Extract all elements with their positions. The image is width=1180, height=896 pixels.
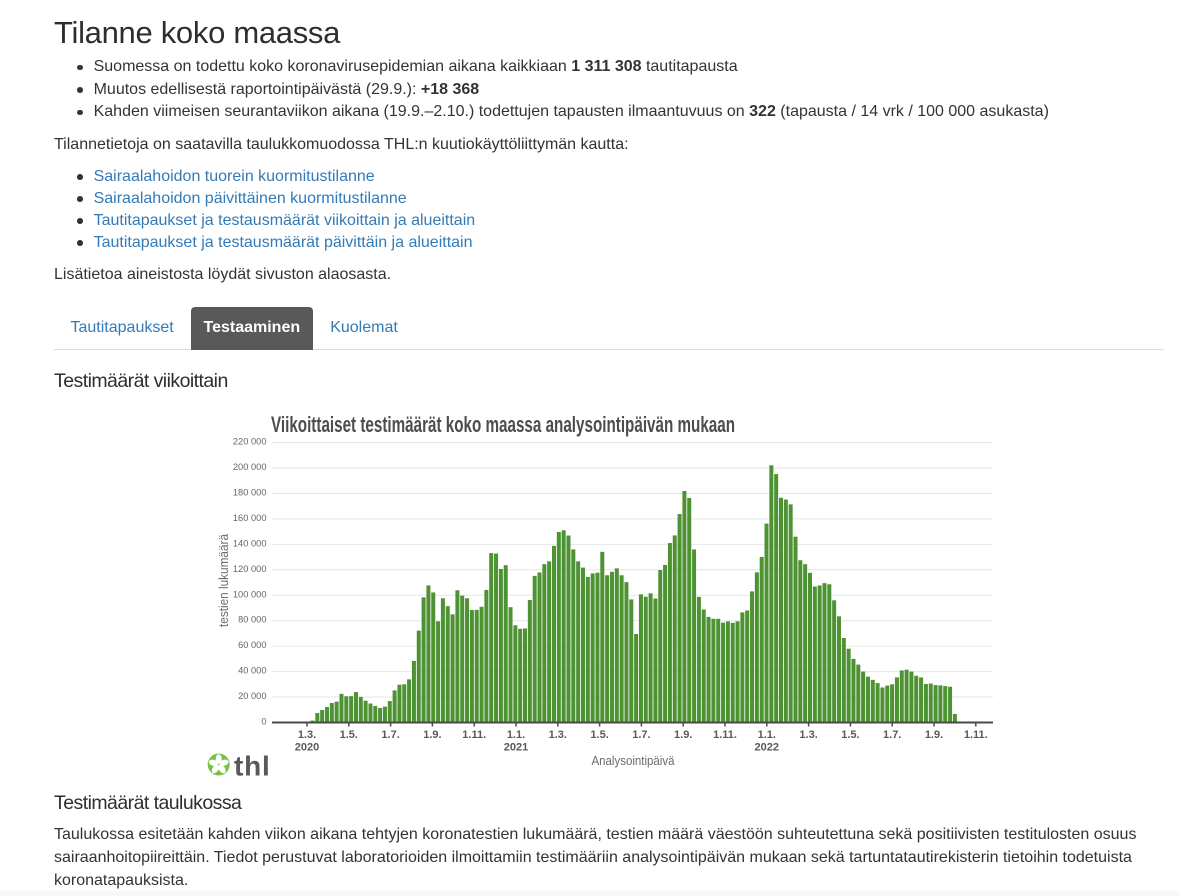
svg-text:1.9.: 1.9. xyxy=(925,729,943,741)
svg-text:80 000: 80 000 xyxy=(238,615,266,625)
svg-text:1.3.: 1.3. xyxy=(298,729,316,741)
svg-text:1.3.: 1.3. xyxy=(549,729,567,741)
svg-text:1.5.: 1.5. xyxy=(340,729,358,741)
svg-text:2020: 2020 xyxy=(295,742,319,754)
svg-text:1.5.: 1.5. xyxy=(590,729,608,741)
svg-text:120 000: 120 000 xyxy=(233,564,267,574)
svg-text:1.7.: 1.7. xyxy=(883,729,901,741)
svg-text:1.11.: 1.11. xyxy=(713,729,737,741)
svg-text:1.1.: 1.1. xyxy=(758,729,776,741)
svg-text:1.1.: 1.1. xyxy=(507,729,525,741)
svg-text:2022: 2022 xyxy=(755,742,779,754)
svg-text:Viikoittaiset testimäärät koko: Viikoittaiset testimäärät koko maassa an… xyxy=(271,412,735,437)
svg-text:100 000: 100 000 xyxy=(233,589,267,599)
svg-text:40 000: 40 000 xyxy=(238,666,266,676)
svg-text:1.3.: 1.3. xyxy=(799,729,817,741)
svg-text:20 000: 20 000 xyxy=(238,691,266,701)
svg-text:1.11.: 1.11. xyxy=(964,729,988,741)
svg-text:1.7.: 1.7. xyxy=(632,729,650,741)
svg-text:0: 0 xyxy=(261,717,266,727)
svg-text:thl: thl xyxy=(234,751,271,782)
svg-text:180 000: 180 000 xyxy=(233,487,267,497)
svg-text:1.11.: 1.11. xyxy=(462,729,486,741)
svg-text:220 000: 220 000 xyxy=(233,437,267,447)
svg-text:1.9.: 1.9. xyxy=(674,729,692,741)
svg-text:1.9.: 1.9. xyxy=(423,729,441,741)
svg-text:60 000: 60 000 xyxy=(238,640,266,650)
svg-text:1.7.: 1.7. xyxy=(381,729,399,741)
svg-text:1.5.: 1.5. xyxy=(841,729,859,741)
svg-text:testien lukumäärä: testien lukumäärä xyxy=(217,534,231,627)
svg-text:160 000: 160 000 xyxy=(233,513,267,523)
svg-text:140 000: 140 000 xyxy=(233,538,267,548)
svg-text:200 000: 200 000 xyxy=(233,462,267,472)
svg-text:2021: 2021 xyxy=(504,742,528,754)
svg-text:Analysointipäivä: Analysointipäivä xyxy=(592,754,675,768)
